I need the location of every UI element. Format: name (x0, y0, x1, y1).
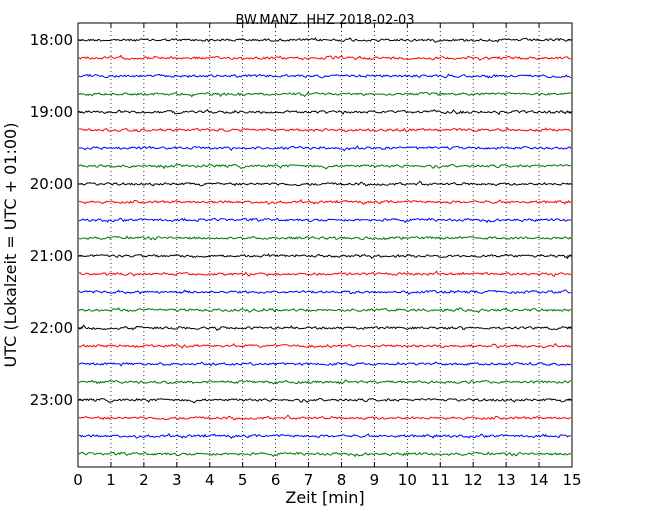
traces (78, 37, 572, 458)
trace-1800 (78, 37, 572, 43)
trace-2030 (78, 217, 572, 224)
chart-title: BW.MANZ..HHZ 2018-02-03 (235, 13, 414, 28)
x-tick-label: 3 (172, 471, 182, 489)
x-tick-label: 0 (73, 471, 83, 489)
x-tick-label: 12 (464, 471, 483, 489)
x-tick-label: 15 (562, 471, 581, 489)
x-tick-label: 5 (238, 471, 248, 489)
trace-2345 (78, 451, 572, 458)
y-tick-label: 18:00 (30, 31, 73, 49)
y-tick-label: 23:00 (30, 391, 73, 409)
trace-2215 (78, 342, 572, 349)
trace-2300 (78, 398, 572, 404)
y-tick-label: 21:00 (30, 247, 73, 265)
trace-2245 (78, 379, 572, 385)
trace-1945 (78, 163, 572, 170)
trace-2230 (78, 361, 572, 367)
x-tick-label: 9 (370, 471, 380, 489)
x-tick-label: 1 (106, 471, 116, 489)
trace-2000 (78, 180, 572, 187)
trace-2045 (78, 235, 572, 241)
y-tick-label: 19:00 (30, 103, 73, 121)
x-tick-label: 2 (139, 471, 149, 489)
y-axis: 18:00 19:00 20:00 21:00 22:00 23:00 (30, 31, 572, 409)
x-tick-label: 4 (205, 471, 215, 489)
y-tick-label: 20:00 (30, 175, 73, 193)
trace-1815 (78, 54, 572, 62)
x-tick-label: 7 (304, 471, 314, 489)
x-tick-label: 10 (398, 471, 417, 489)
trace-1915 (78, 126, 572, 133)
x-axis-label: Zeit [min] (285, 488, 364, 507)
y-tick-label: 22:00 (30, 319, 73, 337)
x-tick-label: 8 (337, 471, 347, 489)
trace-2145 (78, 307, 572, 314)
x-tick-label: 14 (530, 471, 549, 489)
plot-frame (77, 22, 573, 468)
trace-2100 (78, 253, 572, 260)
trace-2330 (78, 432, 572, 439)
x-tick-label: 13 (497, 471, 516, 489)
grid-lines (110, 23, 540, 467)
x-tick-label: 11 (431, 471, 450, 489)
trace-2200 (78, 324, 572, 332)
trace-1900 (78, 109, 572, 116)
y-axis-label: UTC (Lokalzeit = UTC + 01:00) (1, 123, 20, 368)
trace-2115 (78, 270, 572, 277)
trace-2015 (78, 198, 572, 205)
trace-1830 (78, 73, 572, 79)
trace-1930 (78, 145, 572, 152)
trace-2130 (78, 289, 572, 295)
x-axis: 0 1 2 3 4 5 6 7 8 9 10 11 12 13 14 15 (73, 23, 582, 489)
trace-1845 (78, 91, 572, 98)
x-tick-label: 6 (271, 471, 281, 489)
trace-2315 (78, 414, 572, 421)
